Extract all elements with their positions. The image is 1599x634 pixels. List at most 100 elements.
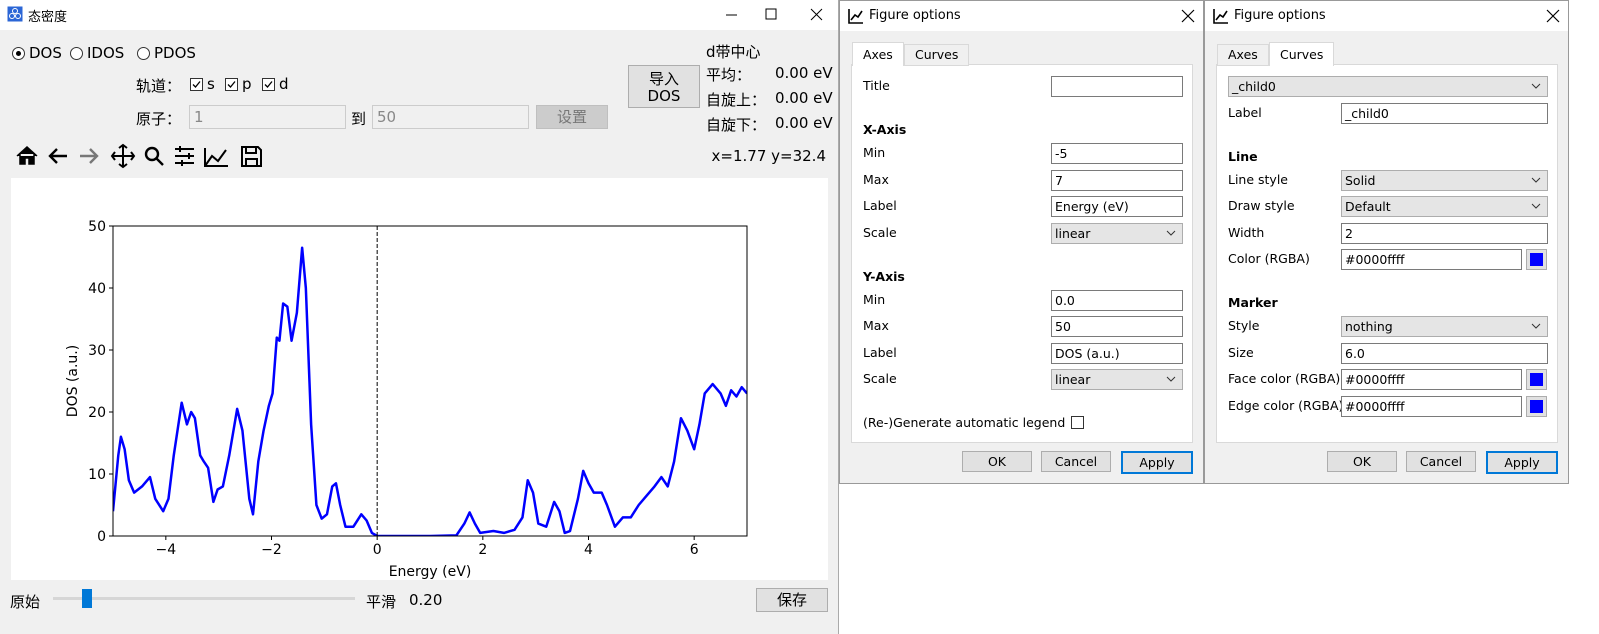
x-tick-label: 2 (478, 542, 487, 558)
dialog-button[interactable]: OK (1327, 451, 1397, 472)
text-input[interactable]: DOS (a.u.) (1051, 342, 1183, 364)
color-button[interactable] (1526, 249, 1547, 270)
dialog-button[interactable]: Cancel (1406, 451, 1476, 472)
slider-track[interactable] (53, 597, 355, 600)
atom-to-input[interactable]: 50 (372, 105, 529, 129)
x-tick-label: 6 (690, 542, 699, 558)
chevron (1166, 230, 1176, 236)
dialog-button[interactable]: Cancel (1041, 451, 1111, 472)
field-label: Style (1228, 318, 1260, 333)
text-input[interactable]: 2 (1341, 222, 1548, 244)
dropdown-arrow (1531, 203, 1541, 209)
window-controls[interactable] (720, 5, 830, 25)
main-window: 态密度 轨道： 原子： 1 到 50 设置 导入 DOS d带中心 x=1.77 … (0, 0, 838, 634)
chevron (1531, 177, 1541, 183)
checkbox-box (262, 78, 275, 91)
tab[interactable]: Curves (904, 44, 970, 66)
dropdown-arrow (1166, 230, 1176, 236)
dropdown[interactable]: Solid (1341, 169, 1548, 191)
atom-from: 1 (194, 108, 204, 126)
color-button[interactable] (1526, 395, 1547, 417)
radio[interactable] (12, 47, 25, 60)
dropdown[interactable]: _child0 (1228, 76, 1548, 97)
field-label: Scale (863, 224, 897, 240)
field-label: Line style (1228, 171, 1288, 187)
dropdown-arrow (1531, 83, 1541, 89)
checkbox[interactable] (190, 78, 203, 91)
dropdown[interactable]: Default (1341, 196, 1548, 217)
field-label: Width (1228, 224, 1265, 240)
radio-label: PDOS (154, 44, 196, 62)
field-label: Scale (863, 371, 897, 386)
close-button[interactable] (1546, 9, 1560, 23)
x-tick-label: 0 (373, 542, 382, 558)
d-band-title: d带中心 (706, 43, 761, 61)
field-label: Draw style (1228, 198, 1295, 213)
field-label: Label (1228, 104, 1262, 120)
text-input[interactable]: _child0 (1341, 102, 1548, 124)
save-button[interactable]: 保存 (756, 588, 828, 612)
atom-from-input[interactable]: 1 (189, 105, 346, 129)
text-input[interactable]: -5 (1051, 143, 1183, 164)
radio[interactable] (70, 47, 83, 60)
checkbox[interactable] (225, 78, 238, 91)
field-value: -5 (1055, 146, 1068, 161)
section-heading: Marker (1228, 295, 1278, 310)
dialog-title-bar (1205, 1, 1568, 31)
toolbar[interactable] (12, 142, 272, 170)
checkbox[interactable] (262, 78, 275, 91)
to-label: 到 (351, 110, 367, 128)
field-label: Face color (RGBA) (1228, 371, 1341, 386)
tab[interactable]: Axes (852, 42, 904, 66)
text-input[interactable]: #0000ffff (1341, 249, 1522, 270)
checkbox[interactable] (1071, 416, 1084, 429)
text-input[interactable]: 50 (1051, 316, 1183, 337)
text-input[interactable]: 0.0 (1051, 289, 1183, 311)
field-value: #0000ffff (1345, 398, 1405, 414)
title-bar: 态密度 (0, 0, 838, 30)
tab[interactable]: Axes (1217, 44, 1269, 66)
dropdown[interactable]: linear (1051, 369, 1183, 390)
field-value: #0000ffff (1345, 372, 1405, 387)
slider-handle[interactable] (82, 589, 92, 608)
section-heading: Y-Axis (863, 268, 905, 284)
orbital-label: s (207, 75, 215, 93)
chevron (1531, 323, 1541, 329)
field-value: _child0 (1345, 105, 1389, 121)
checkbox-box (225, 78, 238, 91)
figure-options-dialog: Figure options _child0 Label _child0 Line Lin… (1204, 0, 1569, 484)
text-input[interactable]: Energy (eV) (1051, 196, 1183, 217)
color-swatch (1530, 253, 1543, 266)
radio[interactable] (137, 47, 150, 60)
tab[interactable]: Curves (1269, 42, 1335, 66)
text-input[interactable]: 6.0 (1341, 342, 1548, 364)
dropdown[interactable]: nothing (1341, 316, 1548, 337)
dialog-button[interactable]: Apply (1121, 451, 1193, 474)
d-band-value: 0.00 eV (775, 64, 833, 82)
coordinates: x=1.77 y=32.4 (711, 147, 826, 165)
field-label: Label (863, 344, 897, 360)
text-input[interactable]: 7 (1051, 169, 1183, 191)
text-input[interactable]: #0000ffff (1341, 395, 1522, 417)
close-button[interactable] (1181, 9, 1195, 23)
check-mark (227, 81, 236, 88)
import-button-text: 导入 (648, 70, 679, 88)
app-icon (7, 6, 23, 22)
x-axis-label: Energy (eV) (389, 564, 472, 580)
field-label: Max (863, 171, 889, 187)
figure-options-dialog: Figure options Title X-Axis Min -5 Max 7 Label E… (839, 0, 1204, 484)
dialog-button[interactable]: OK (962, 451, 1032, 472)
smooth-value: 0.20 (409, 591, 443, 609)
field-value: linear (1055, 225, 1091, 241)
text-input[interactable]: #0000ffff (1341, 369, 1522, 390)
color-button[interactable] (1526, 369, 1547, 390)
text-input[interactable] (1051, 76, 1183, 97)
dropdown[interactable]: linear (1051, 222, 1183, 244)
import-button[interactable]: 导入 DOS (628, 65, 700, 108)
dialog-button[interactable]: Apply (1486, 451, 1558, 474)
field-value: 2 (1345, 225, 1353, 241)
set-button-text: 设置 (556, 108, 587, 126)
tab-panel: _child0 Label _child0 Line Line style Solid Dr… (1216, 64, 1558, 443)
set-button[interactable]: 设置 (536, 105, 608, 129)
